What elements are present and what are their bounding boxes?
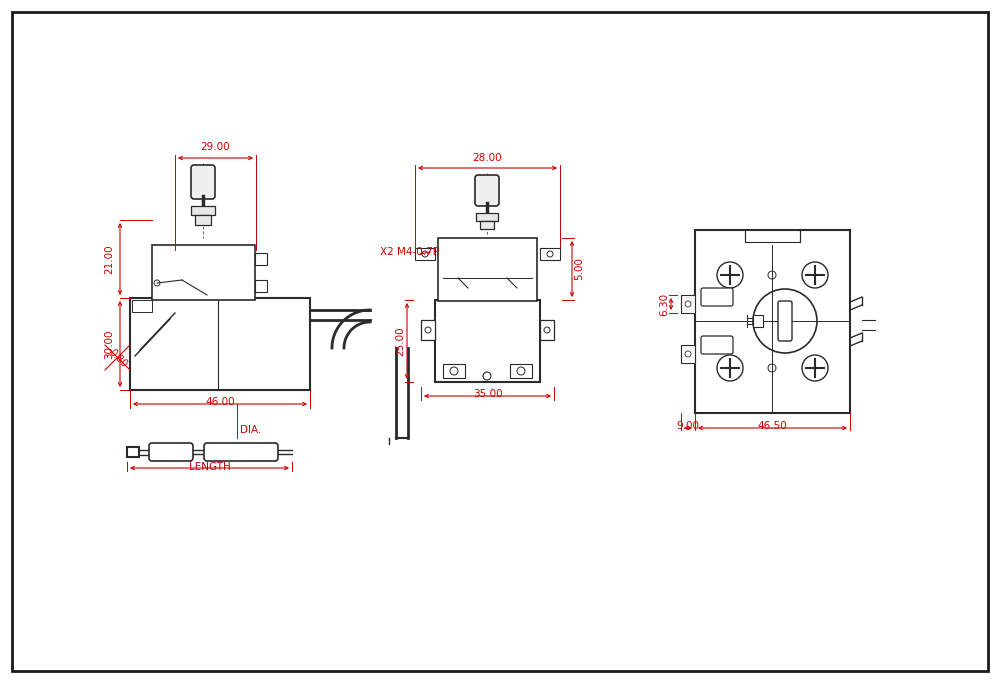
Text: 29.00: 29.00: [201, 142, 230, 152]
FancyBboxPatch shape: [701, 336, 733, 354]
Bar: [681, 295, 695, 313]
Bar: [480, 221, 494, 229]
Bar: [476, 213, 498, 221]
Bar: [255, 253, 267, 265]
Bar: [540, 320, 554, 340]
Bar: [130, 298, 310, 390]
Bar: [421, 320, 435, 340]
FancyBboxPatch shape: [701, 288, 733, 306]
Text: 35.00: 35.00: [473, 389, 502, 399]
Bar: [255, 280, 267, 292]
Bar: [745, 230, 800, 242]
FancyBboxPatch shape: [191, 165, 215, 199]
Bar: [191, 206, 215, 215]
Bar: [152, 245, 255, 300]
Text: 9.00: 9.00: [676, 421, 700, 431]
Text: DIA.: DIA.: [240, 425, 261, 435]
FancyBboxPatch shape: [778, 301, 792, 341]
Bar: [540, 248, 560, 260]
Bar: [753, 315, 763, 327]
Text: 21.00: 21.00: [104, 245, 114, 274]
Bar: [443, 364, 465, 378]
FancyBboxPatch shape: [475, 175, 499, 206]
Bar: [415, 248, 435, 260]
Bar: [127, 447, 139, 457]
Text: 6.30: 6.30: [659, 292, 669, 316]
Text: 5.00: 5.00: [574, 257, 584, 281]
Text: X2 M4-0.7P: X2 M4-0.7P: [380, 247, 439, 257]
Text: 25.00: 25.00: [395, 326, 405, 356]
Bar: [695, 230, 850, 413]
Bar: [681, 345, 695, 363]
Text: 28.00: 28.00: [473, 153, 502, 163]
Bar: [195, 215, 211, 225]
Bar: [438, 238, 537, 301]
Bar: [132, 300, 152, 312]
Text: 0.80: 0.80: [107, 347, 129, 369]
Bar: [435, 300, 540, 382]
FancyBboxPatch shape: [149, 443, 193, 461]
Text: 30.00: 30.00: [104, 329, 114, 359]
Text: LENGTH: LENGTH: [189, 462, 230, 472]
Text: 46.00: 46.00: [205, 397, 235, 407]
Text: 46.50: 46.50: [758, 421, 787, 431]
FancyBboxPatch shape: [204, 443, 278, 461]
Bar: [510, 364, 532, 378]
